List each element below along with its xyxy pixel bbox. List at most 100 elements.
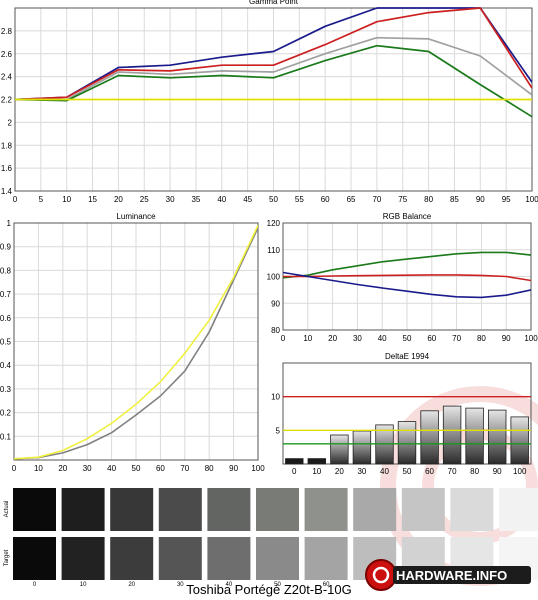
chart-title: Luminance: [116, 212, 156, 221]
x-tick-label: 50: [132, 464, 141, 473]
y-tick-label: 100: [267, 273, 281, 282]
bar: [352, 430, 372, 465]
y-tick-label: 0.5: [0, 338, 12, 347]
x-tick-label: 80: [205, 464, 214, 473]
y-tick-label: 0.3: [0, 385, 12, 394]
actual-swatch: [450, 488, 494, 531]
x-tick-label: 85: [450, 195, 459, 204]
x-tick-label: 20: [58, 464, 67, 473]
x-tick-label: 40: [107, 464, 116, 473]
bar: [285, 458, 304, 465]
x-tick-label: 30: [357, 467, 366, 476]
x-tick-label: 15: [88, 195, 97, 204]
target-swatch: [61, 537, 105, 580]
y-tick-label: 1.6: [1, 164, 13, 173]
series-line-3: [15, 36, 532, 101]
y-tick-label: 10: [271, 393, 280, 402]
x-tick-label: 0: [281, 334, 286, 343]
series-line-1: [14, 227, 258, 460]
bar: [420, 410, 439, 465]
logo-plate: [393, 566, 531, 584]
x-tick-label: 10: [303, 334, 312, 343]
series-line-3: [283, 271, 531, 299]
actual-swatch: [353, 488, 397, 531]
x-tick-label: 0: [292, 467, 297, 476]
y-tick-label: 120: [267, 219, 281, 228]
y-tick-label: 0.9: [0, 243, 12, 252]
x-tick-label: 80: [424, 195, 433, 204]
x-tick-label: 25: [140, 195, 149, 204]
series-line-4: [15, 44, 532, 118]
logo-text: HARDWARE.INFO: [396, 568, 507, 583]
actual-swatch: [13, 488, 56, 531]
y-tick-label: 2.6: [1, 50, 13, 59]
x-tick-label: 20: [114, 195, 123, 204]
x-tick-label: 30: [83, 464, 92, 473]
x-tick-label: 65: [347, 195, 356, 204]
y-tick-label: 80: [271, 326, 280, 335]
x-tick-label: 90: [229, 464, 238, 473]
x-tick-label: 40: [380, 467, 389, 476]
x-tick-label: 90: [476, 195, 485, 204]
target-swatch: [207, 537, 251, 580]
swatch-label: 20: [128, 582, 135, 588]
x-tick-label: 5: [39, 195, 44, 204]
bar: [465, 407, 484, 465]
bar: [397, 421, 417, 465]
swatch-label: 60: [323, 582, 330, 588]
y-tick-label: 0.2: [0, 409, 12, 418]
x-tick-label: 60: [156, 464, 165, 473]
actual-swatch: [256, 488, 299, 531]
bar: [442, 405, 462, 465]
x-tick-label: 95: [502, 195, 511, 204]
swatch-label: 0: [33, 582, 37, 588]
x-tick-label: 70: [372, 195, 381, 204]
y-tick-label: 2.8: [1, 27, 13, 36]
chart-title: Gamma Point: [249, 0, 299, 6]
x-tick-label: 90: [493, 467, 502, 476]
x-tick-label: 45: [243, 195, 252, 204]
y-tick-label: 0.8: [0, 266, 12, 275]
x-tick-label: 100: [251, 464, 265, 473]
actual-swatch: [110, 488, 154, 531]
x-tick-label: 10: [62, 195, 71, 204]
plot-frame: [13, 222, 259, 461]
actual-swatch: [158, 488, 202, 531]
x-tick-label: 70: [448, 467, 457, 476]
swatch-label: 10: [80, 582, 87, 588]
series-line-2: [283, 274, 531, 282]
y-tick-label: 0.7: [0, 290, 12, 299]
series-line-2: [14, 225, 258, 460]
chart-title: DeltaE 1994: [385, 352, 430, 361]
x-tick-label: 55: [295, 195, 304, 204]
y-tick-label: 0.4: [0, 361, 12, 370]
target-swatch: [158, 537, 202, 580]
y-tick-label: 2: [8, 118, 13, 127]
series-line-2: [15, 7, 532, 101]
x-tick-label: 100: [524, 334, 538, 343]
x-tick-label: 35: [191, 195, 200, 204]
y-tick-label: 5: [276, 426, 281, 435]
bar: [510, 416, 529, 465]
y-tick-label: 90: [271, 299, 280, 308]
x-tick-label: 50: [269, 195, 278, 204]
x-tick-label: 0: [12, 464, 17, 473]
x-tick-label: 100: [513, 467, 527, 476]
swatch-label: 50: [274, 582, 281, 588]
x-tick-label: 70: [180, 464, 189, 473]
target-swatch: [13, 537, 56, 580]
y-tick-label: 0.6: [0, 314, 12, 323]
x-tick-label: 40: [217, 195, 226, 204]
y-tick-label: 1.4: [1, 187, 13, 196]
x-tick-label: 10: [312, 467, 321, 476]
target-swatch: [110, 537, 154, 580]
swatch-label: 30: [177, 582, 184, 588]
target-row-label: Target: [4, 549, 10, 566]
actual-swatch: [61, 488, 105, 531]
swatch-label: 40: [226, 582, 233, 588]
x-tick-label: 30: [353, 334, 362, 343]
actual-swatch: [207, 488, 251, 531]
series-line-1: [283, 251, 531, 279]
target-swatch: [256, 537, 299, 580]
